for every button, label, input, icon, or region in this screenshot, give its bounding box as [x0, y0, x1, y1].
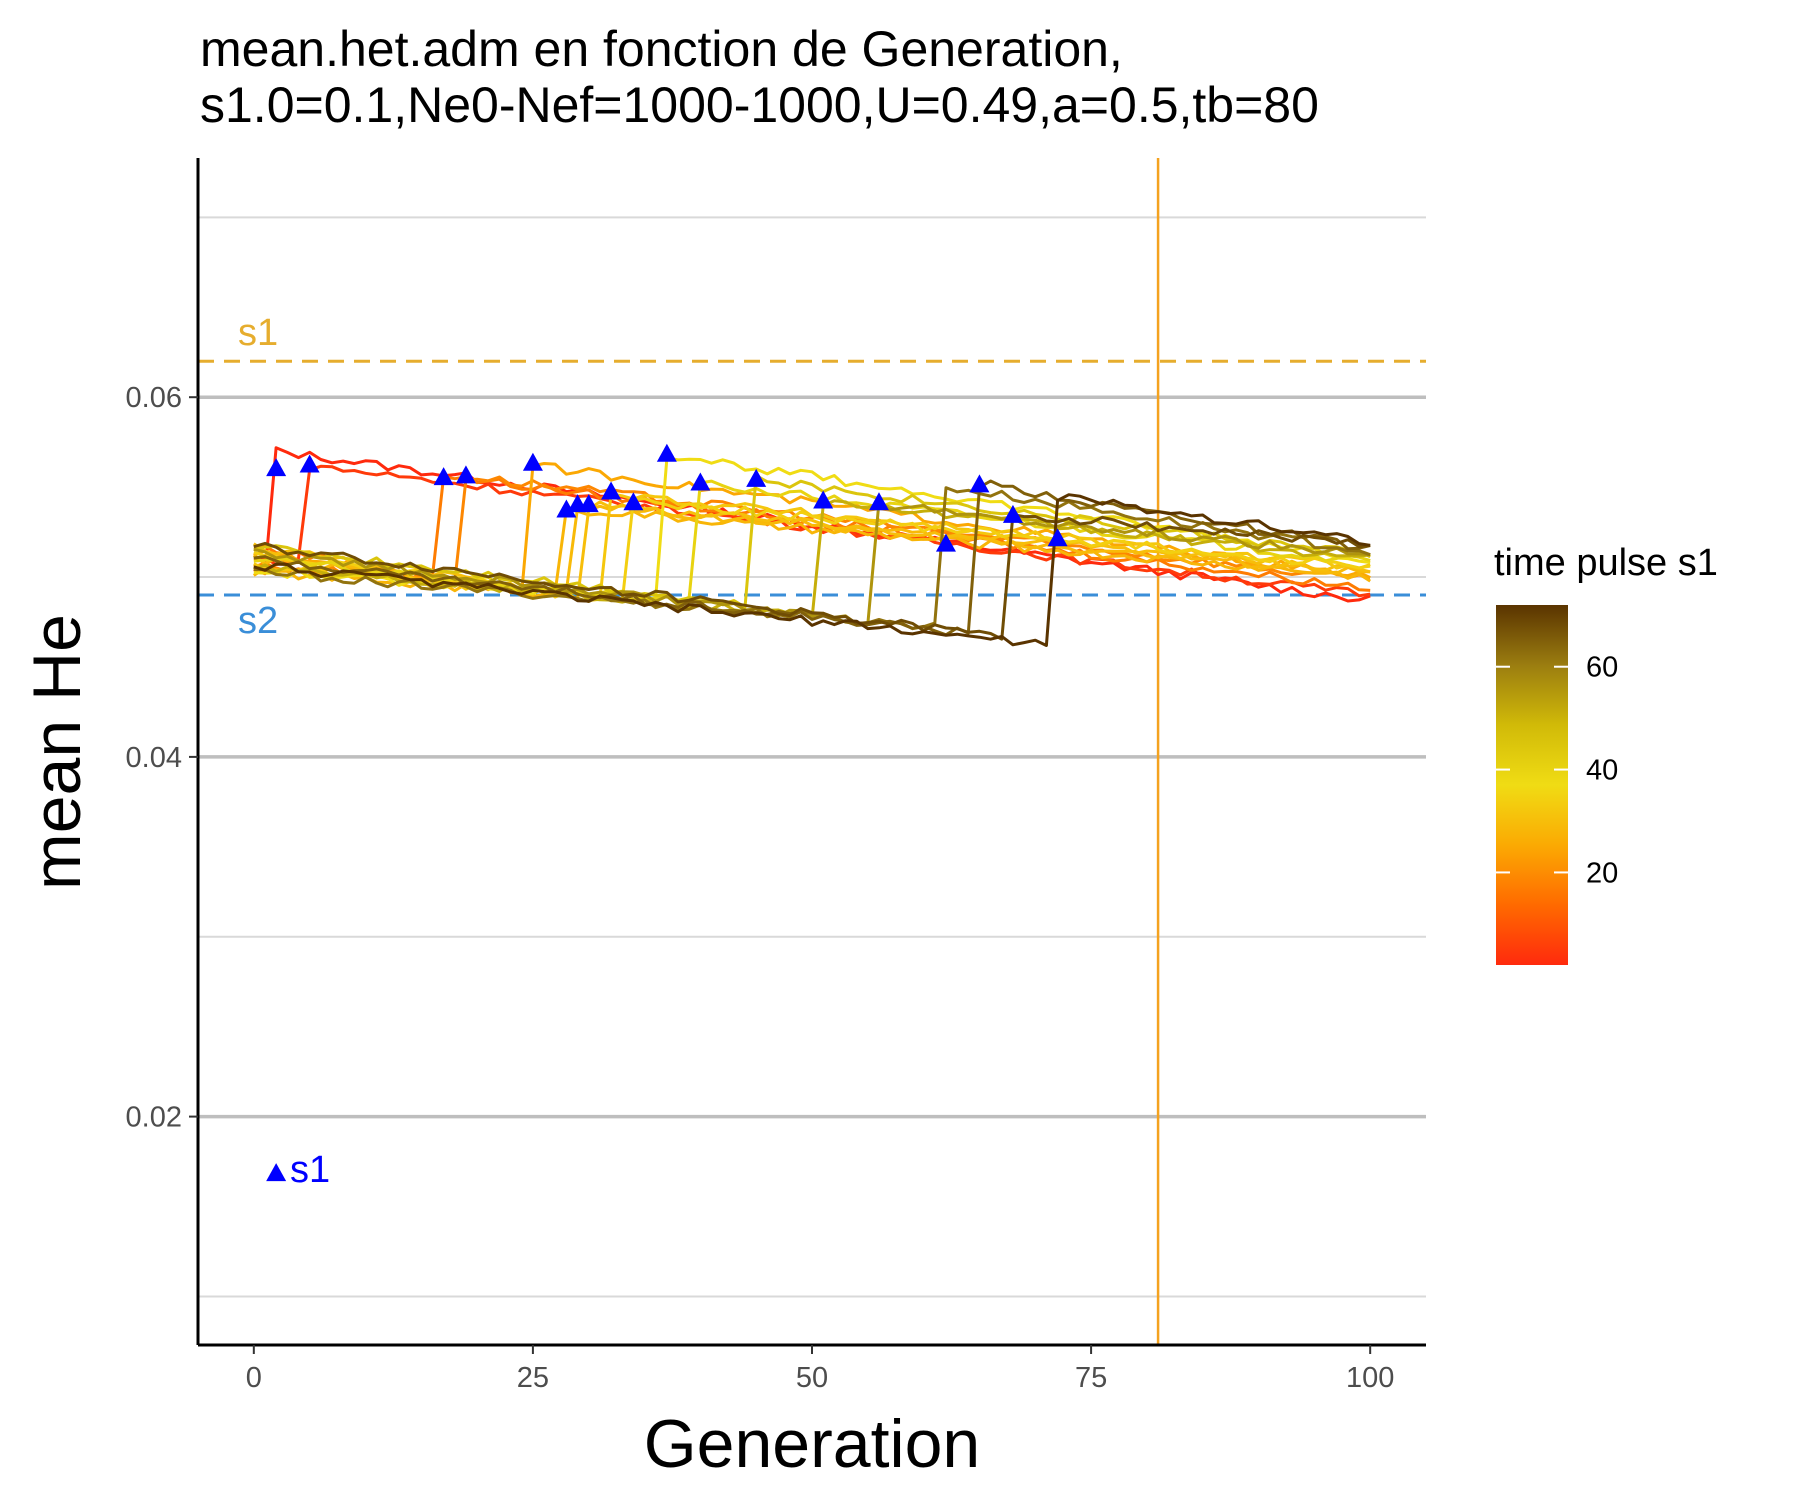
x-tick-label: 50: [796, 1362, 828, 1394]
gridlines: [198, 216, 1426, 1298]
marker-legend-label: s1: [290, 1149, 330, 1191]
x-tick-label: 75: [1075, 1362, 1107, 1394]
y-tick-label: 0.02: [126, 1102, 182, 1134]
pulse-marker: [266, 458, 287, 477]
legend-tick-label: 60: [1586, 652, 1618, 684]
y-axis-title: mean He: [19, 614, 95, 890]
legend-ticks: 20 40 60: [1496, 652, 1618, 889]
chart-title-line2: s1.0=0.1,Ne0-Nef=1000-1000,U=0.49,a=0.5,…: [200, 77, 1319, 133]
pulse-marker: [299, 454, 320, 473]
reference-lines: [198, 158, 1426, 1345]
x-axis-ticks: 0 25 50 75 100: [246, 1345, 1394, 1394]
pulse-marker: [813, 490, 834, 509]
y-axis-ticks: 0.02 0.04 0.06: [126, 382, 198, 1134]
pulse-marker: [868, 492, 889, 511]
legend-tick-label: 40: [1586, 755, 1618, 787]
pulse-marker: [578, 494, 599, 513]
pulse-marker: [656, 443, 677, 462]
legend-title: time pulse s1: [1494, 542, 1718, 584]
pulse-marker: [935, 533, 956, 552]
legend-tick-label: 20: [1586, 857, 1618, 889]
x-axis-title: Generation: [644, 1406, 980, 1482]
chart-title-line1: mean.het.adm en fonction de Generation,: [200, 21, 1123, 77]
series-line-pulse-68: [253, 513, 1371, 641]
ref-line-s1-label: s1: [238, 312, 278, 354]
color-legend: time pulse s1 20 40 60: [1494, 542, 1718, 965]
y-tick-label: 0.06: [126, 382, 182, 414]
pulse-marker: [623, 492, 644, 511]
pulse-marker: [969, 474, 990, 493]
ref-line-s2-label: s2: [238, 600, 278, 642]
pulse-marker: [1002, 504, 1023, 523]
series-line-pulse-72: [253, 493, 1371, 647]
marker-legend-symbol: [266, 1163, 287, 1182]
pulse-marker: [556, 499, 577, 518]
series-lines: [252, 446, 1372, 647]
series-line-pulse-65: [253, 479, 1371, 637]
pulse-marker: [433, 467, 454, 486]
y-tick-label: 0.04: [126, 742, 182, 774]
pulse-marker: [522, 452, 543, 471]
pulse-marker: [601, 481, 622, 500]
x-tick-label: 25: [517, 1362, 549, 1394]
pulse-marker: [455, 465, 476, 484]
pulse-marker: [690, 472, 711, 491]
series-line-pulse-30: [252, 500, 1371, 600]
legend-colorbar: [1496, 605, 1568, 965]
pulse-marker: [1047, 528, 1068, 547]
x-tick-label: 100: [1346, 1362, 1394, 1394]
marker-legend: s1: [266, 1149, 330, 1191]
pulse-markers: [266, 443, 1068, 552]
x-tick-label: 0: [246, 1362, 262, 1394]
pulse-marker: [746, 468, 767, 487]
series-line-pulse-56: [253, 500, 1371, 626]
